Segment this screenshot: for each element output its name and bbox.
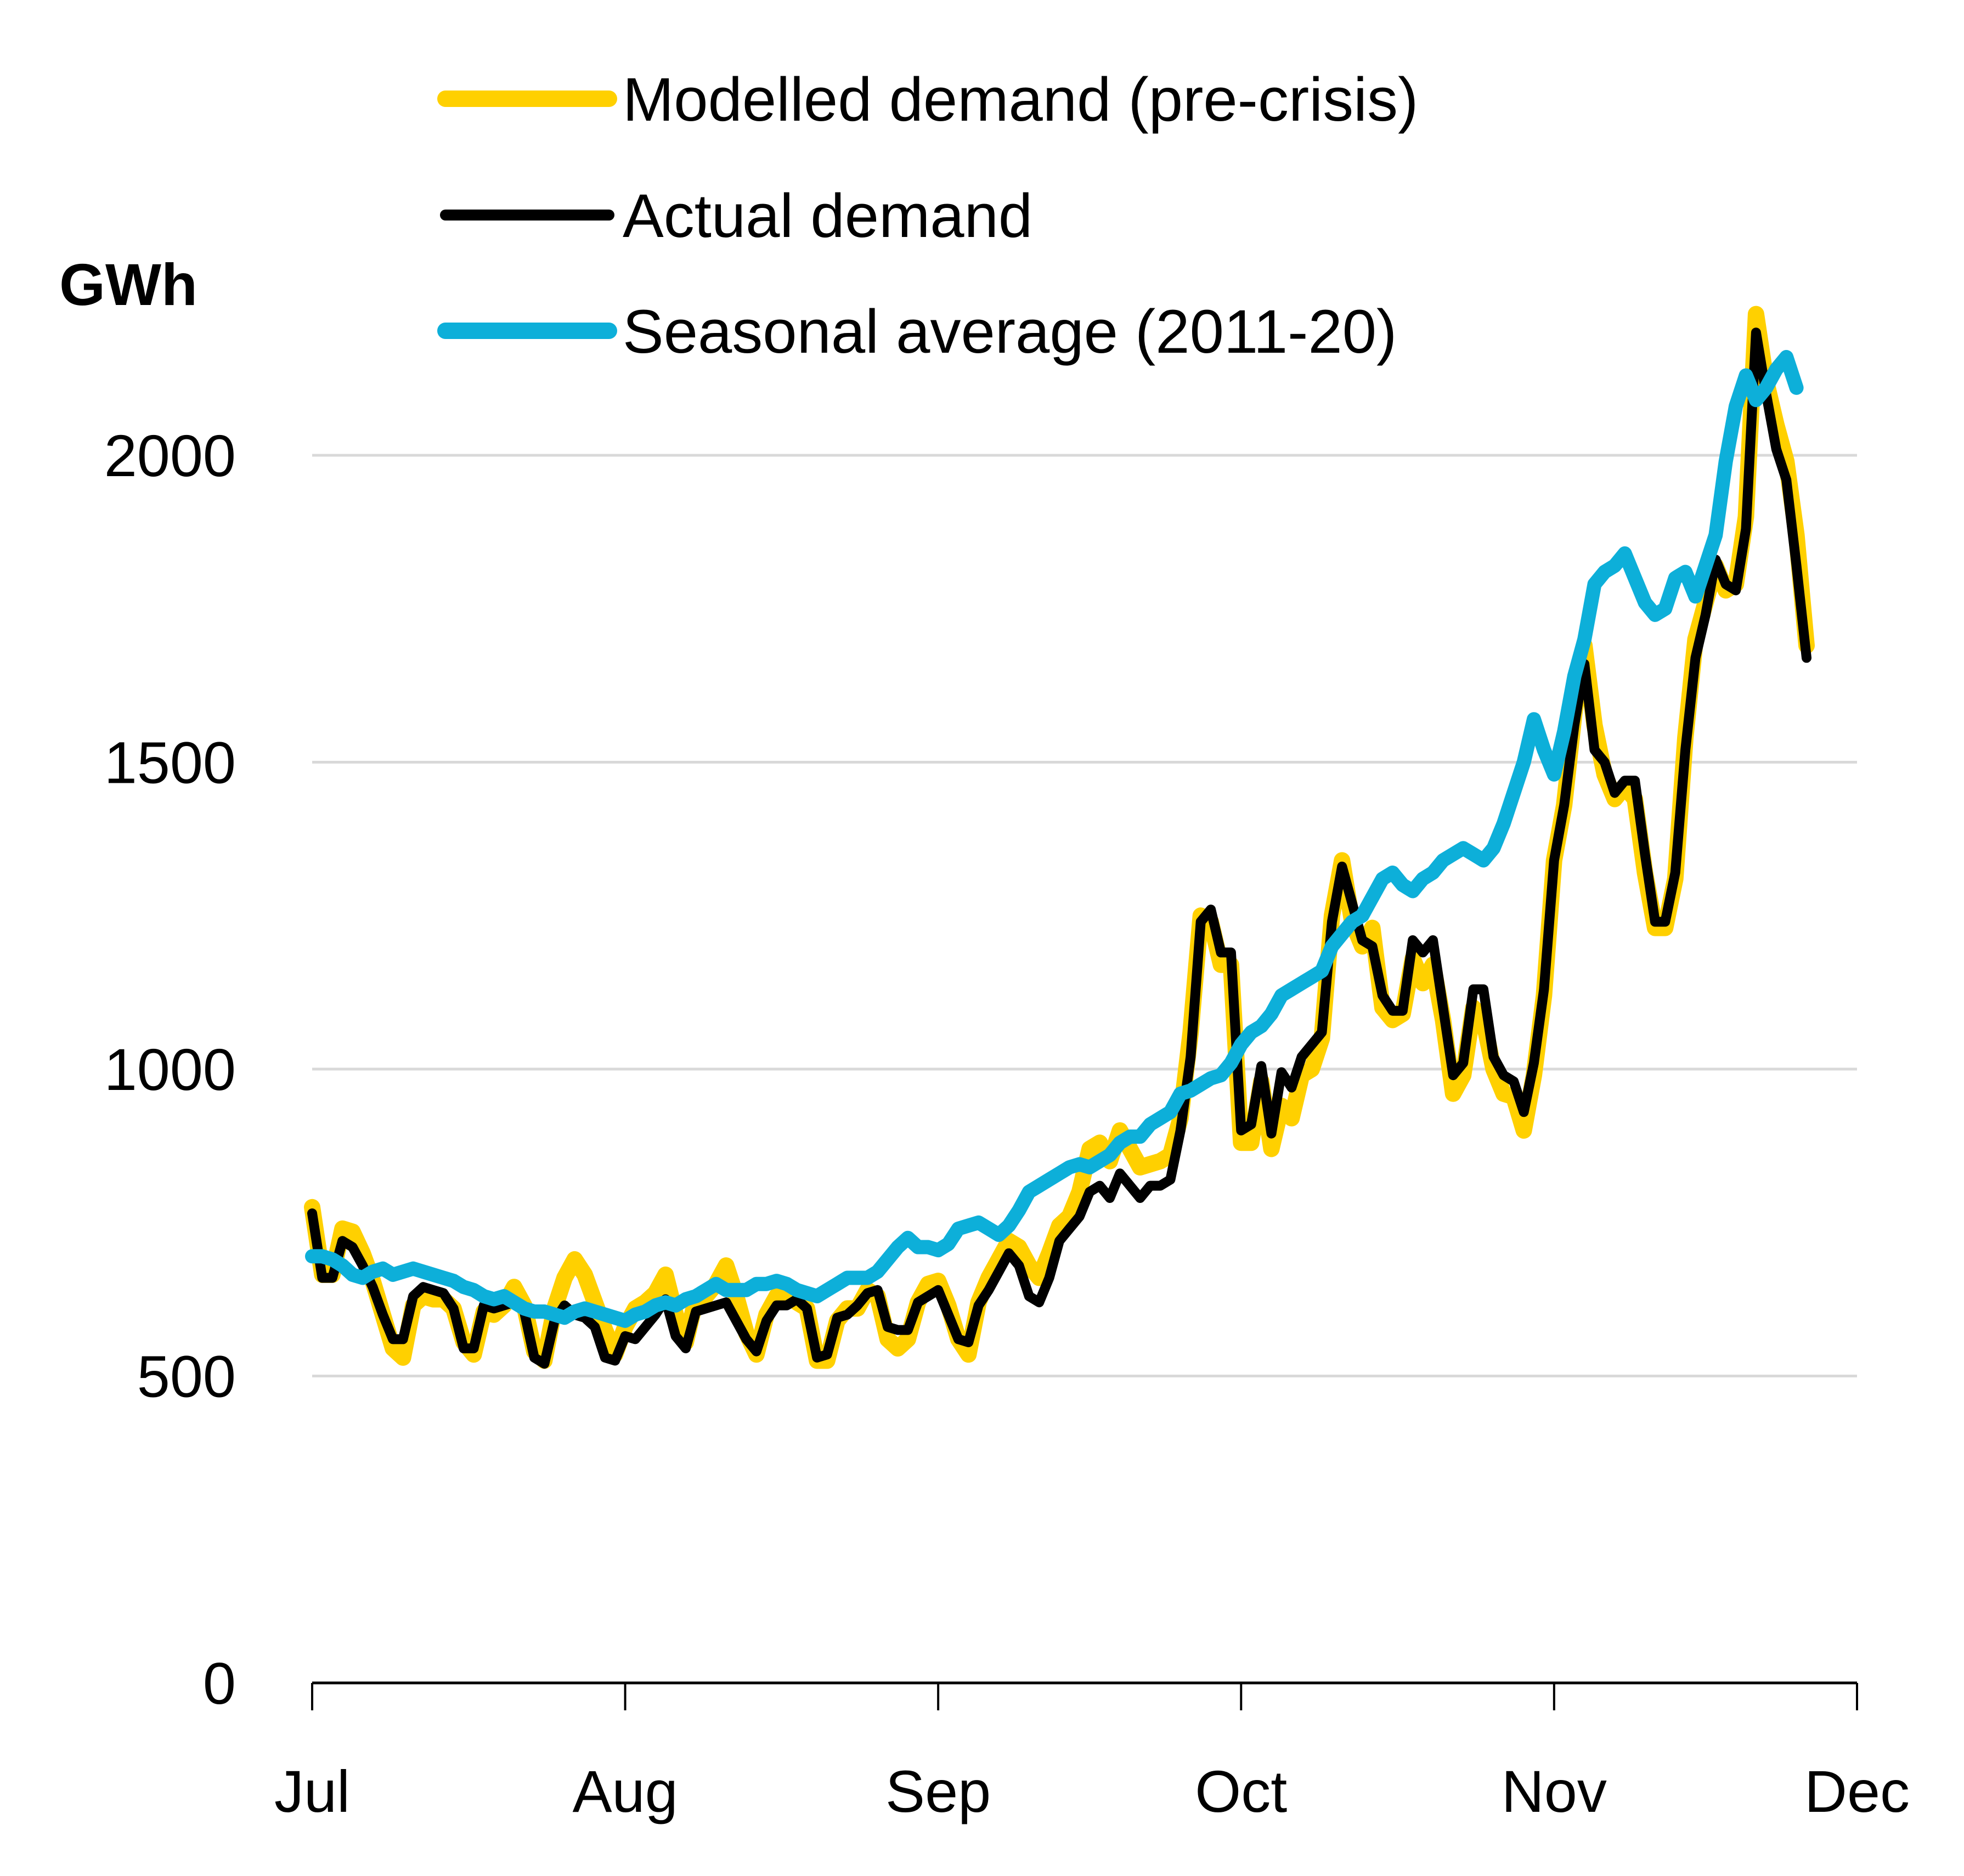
y-tick-label: 1500 — [104, 730, 236, 796]
legend-item: Seasonal average (2011-20) — [437, 297, 1397, 366]
series-lines — [304, 306, 1815, 1369]
y-tick-label: 2000 — [104, 422, 236, 489]
y-axis-tick-labels: 0 500 1000 1500 2000 — [104, 422, 236, 1716]
series-line-seasonal-average — [305, 350, 1804, 1328]
gridlines — [312, 454, 1857, 1377]
x-tick-label: Oct — [1195, 1758, 1287, 1824]
x-tick-label: Nov — [1502, 1758, 1607, 1824]
legend-item: Actual demand — [440, 182, 1032, 250]
y-tick-label: 500 — [137, 1343, 236, 1410]
y-tick-label: 0 — [203, 1650, 236, 1716]
y-axis-unit-label: GWh — [59, 251, 197, 318]
series-line-actual-demand — [307, 327, 1811, 1369]
x-tick-label: Sep — [885, 1758, 991, 1824]
y-tick-label: 1000 — [104, 1036, 236, 1103]
x-axis-tick-labels: Jul Aug Sep Oct Nov Dec — [274, 1758, 1910, 1824]
legend-label: Actual demand — [623, 182, 1032, 250]
x-tick-label: Aug — [572, 1758, 678, 1824]
legend-label: Modelled demand (pre-crisis) — [623, 65, 1418, 134]
x-axis — [311, 1681, 1858, 1710]
legend-label: Seasonal average (2011-20) — [623, 297, 1397, 366]
series-line-modelled-demand — [304, 306, 1815, 1369]
legend: Modelled demand (pre-crisis) Actual deman… — [437, 65, 1418, 366]
x-tick-label: Dec — [1804, 1758, 1910, 1824]
x-tick-label: Jul — [274, 1758, 350, 1824]
legend-item: Modelled demand (pre-crisis) — [437, 65, 1418, 134]
